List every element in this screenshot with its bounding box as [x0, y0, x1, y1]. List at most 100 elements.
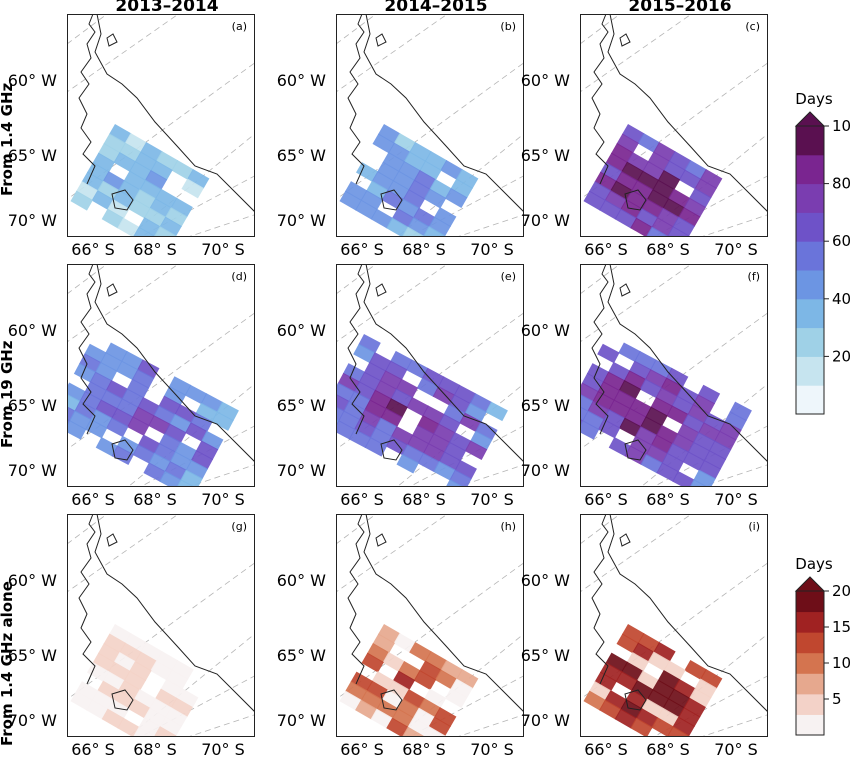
data-cell: [159, 716, 182, 737]
graticule-line: [580, 264, 693, 343]
data-cell: [121, 388, 144, 409]
data-cell: [117, 217, 140, 237]
latitude-label: 65° W: [521, 646, 570, 665]
data-cell: [597, 381, 621, 401]
data-cell: [402, 689, 426, 709]
data-cell: [412, 424, 435, 445]
data-cell: [594, 671, 617, 692]
longitude-label: 66° S: [71, 240, 115, 259]
data-cell: [336, 401, 345, 422]
data-cell: [644, 369, 668, 389]
data-cell: [401, 444, 425, 464]
colorbar-extend-arrow: [794, 111, 826, 127]
data-cell: [195, 440, 219, 460]
data-cell: [92, 152, 115, 173]
data-cell: [646, 189, 670, 209]
graticule-line: [139, 675, 255, 737]
data-cell: [392, 170, 416, 191]
data-cell: [422, 442, 446, 463]
data-cell: [622, 124, 645, 144]
graticule-line: [186, 464, 255, 487]
data-cell: [615, 671, 639, 691]
longitude-label: 66° S: [340, 740, 384, 758]
colorbar-tick-label: 80: [832, 175, 850, 193]
data-cell: [170, 197, 193, 218]
data-cell: [124, 133, 148, 153]
colorbar-segment: [796, 241, 824, 271]
data-cell: [155, 151, 179, 171]
map-panel-f: (f) 60° W 65° W 70° W 66° S 68° S 70° S: [521, 264, 768, 509]
data-cell: [372, 133, 395, 154]
data-cell: [628, 360, 652, 381]
latitude-label: 60° W: [277, 321, 326, 340]
island-outline: [380, 689, 403, 711]
data-cell: [185, 459, 208, 480]
data-cell: [698, 422, 721, 442]
data-cell: [632, 642, 655, 663]
island-outline: [111, 189, 134, 211]
data-cell: [406, 396, 429, 417]
data-cell: [132, 444, 156, 464]
data-cell: [652, 679, 675, 700]
data-cell: [592, 391, 615, 411]
data-cell: [610, 180, 633, 201]
data-cell: [424, 151, 448, 171]
data-cell: [164, 707, 188, 727]
data-cell: [646, 689, 670, 709]
data-cell: [470, 430, 493, 451]
data-cell: [641, 698, 664, 719]
island-outline: [624, 189, 647, 211]
data-cell: [386, 717, 409, 737]
data-cell: [662, 698, 685, 718]
data-cell: [364, 399, 387, 419]
data-cell: [434, 669, 458, 690]
island-coast: [78, 264, 96, 435]
data-cell: [353, 381, 377, 401]
data-cell: [403, 151, 427, 172]
data-cell: [604, 190, 628, 211]
data-cell: [374, 380, 398, 400]
data-cell: [637, 133, 661, 153]
data-cell: [582, 410, 605, 430]
graticule-line: [139, 175, 255, 237]
data-cell: [602, 371, 626, 392]
data-cell: [655, 387, 679, 407]
graticule-line: [127, 383, 255, 487]
data-cell: [379, 370, 403, 390]
data-cell: [708, 440, 732, 460]
data-cell: [81, 171, 104, 192]
island-coast: [591, 14, 609, 185]
data-cell: [370, 208, 394, 229]
data-cell: [382, 652, 406, 672]
data-cell: [174, 441, 198, 462]
data-cell: [589, 181, 612, 202]
data-cell: [580, 420, 600, 440]
data-cell: [348, 428, 372, 449]
data-cell: [640, 416, 663, 436]
data-cell: [450, 178, 473, 199]
data-cell: [76, 181, 99, 202]
colorbar-segment: [796, 270, 824, 300]
longitude-label: 70° S: [201, 490, 245, 509]
data-cell: [369, 352, 392, 372]
data-cell: [666, 405, 689, 425]
data-cell: [131, 369, 155, 389]
map-panel-b: (b) 60° W 65° W 70° W 66° S 68° S 70° S: [277, 14, 524, 259]
island-coast: [78, 14, 96, 185]
data-cell: [338, 410, 361, 430]
data-cell: [407, 217, 430, 237]
longitude-label: 66° S: [71, 490, 115, 509]
data-cell: [355, 699, 378, 720]
data-cell: [100, 389, 123, 410]
data-cell: [634, 426, 658, 446]
latitude-label: 65° W: [521, 146, 570, 165]
data-cell: [76, 681, 99, 702]
data-cell: [190, 412, 213, 433]
data-cell: [195, 402, 218, 423]
data-cell: [455, 169, 479, 189]
longitude-label: 66° S: [584, 240, 628, 259]
data-cell: [647, 151, 671, 172]
data-cell: [390, 350, 413, 371]
island-outline: [106, 33, 118, 47]
